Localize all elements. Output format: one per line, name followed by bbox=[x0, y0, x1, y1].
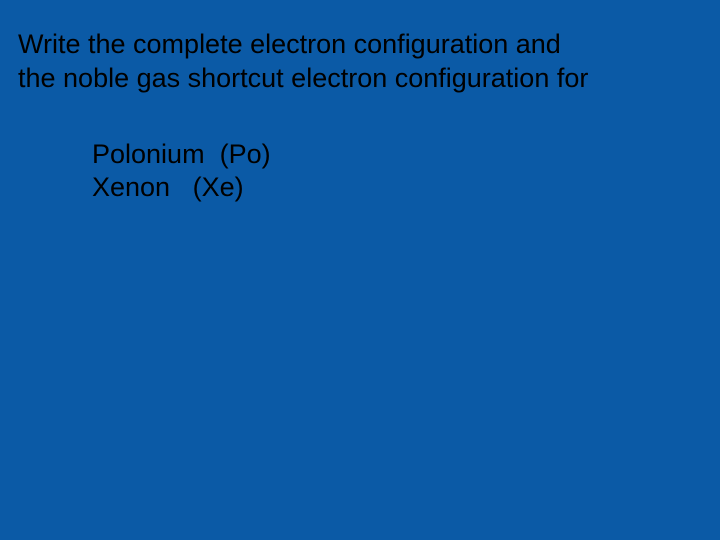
spacing bbox=[205, 139, 220, 169]
element-list: Polonium (Po) Xenon (Xe) bbox=[92, 138, 720, 206]
spacing bbox=[170, 172, 193, 202]
element-name: Polonium bbox=[92, 139, 205, 169]
prompt-line-2: the noble gas shortcut electron configur… bbox=[18, 62, 720, 96]
prompt-text: Write the complete electron configuratio… bbox=[18, 28, 720, 96]
element-name: Xenon bbox=[92, 172, 170, 202]
slide: Write the complete electron configuratio… bbox=[0, 0, 720, 540]
element-symbol: (Po) bbox=[220, 139, 271, 169]
list-item: Xenon (Xe) bbox=[92, 171, 720, 205]
prompt-line-1: Write the complete electron configuratio… bbox=[18, 28, 720, 62]
list-item: Polonium (Po) bbox=[92, 138, 720, 172]
element-symbol: (Xe) bbox=[193, 172, 244, 202]
